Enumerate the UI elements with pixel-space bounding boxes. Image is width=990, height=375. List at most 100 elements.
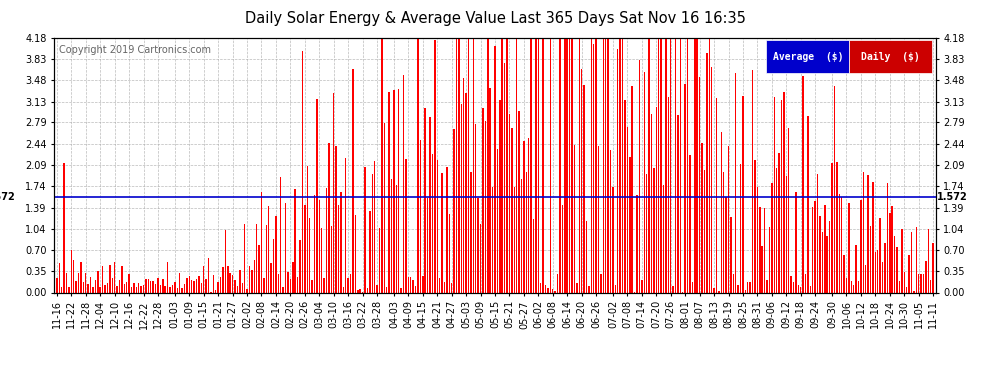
Bar [417, 38, 419, 292]
Bar [268, 206, 269, 292]
Bar [837, 162, 838, 292]
Bar [526, 172, 527, 292]
Bar [591, 38, 592, 292]
Bar [832, 163, 833, 292]
Bar [608, 38, 609, 292]
Bar [343, 287, 345, 292]
Bar [667, 97, 669, 292]
Bar [740, 164, 742, 292]
Bar [256, 224, 257, 292]
Bar [215, 290, 217, 292]
Bar [629, 157, 631, 292]
Bar [699, 77, 700, 292]
Bar [625, 100, 626, 292]
Bar [839, 194, 840, 292]
Bar [159, 285, 161, 292]
Bar [672, 286, 674, 292]
Bar [114, 262, 116, 292]
Bar [697, 38, 698, 292]
Bar [909, 255, 910, 292]
Bar [184, 284, 185, 292]
Bar [677, 116, 679, 292]
Bar [928, 230, 929, 292]
Bar [728, 146, 730, 292]
Bar [396, 185, 397, 292]
Bar [829, 221, 831, 292]
Bar [771, 183, 772, 292]
Bar [487, 38, 488, 292]
Bar [768, 227, 770, 292]
Bar [850, 281, 852, 292]
Bar [911, 232, 912, 292]
Bar [97, 272, 98, 292]
Bar [511, 128, 513, 292]
Bar [179, 273, 180, 292]
Bar [154, 284, 156, 292]
Bar [68, 287, 69, 292]
Bar [617, 49, 619, 292]
Bar [749, 282, 750, 292]
Bar [906, 287, 908, 292]
Bar [102, 266, 103, 292]
Bar [716, 98, 717, 292]
Bar [812, 207, 814, 292]
Bar [430, 117, 431, 292]
Bar [879, 217, 881, 292]
Bar [543, 38, 544, 292]
Bar [319, 200, 320, 292]
Bar [95, 280, 96, 292]
Bar [531, 38, 532, 292]
Bar [521, 178, 522, 292]
Bar [742, 96, 743, 292]
Text: Copyright 2019 Cartronics.com: Copyright 2019 Cartronics.com [58, 45, 211, 55]
Bar [540, 283, 542, 292]
Bar [364, 167, 365, 292]
Bar [605, 38, 607, 292]
Bar [788, 128, 789, 292]
Bar [410, 277, 412, 292]
Bar [918, 274, 920, 292]
Bar [586, 221, 587, 292]
Bar [731, 217, 732, 292]
Bar [632, 86, 633, 292]
Bar [547, 288, 548, 292]
Bar [783, 92, 785, 292]
Bar [80, 262, 81, 292]
Bar [354, 215, 356, 292]
Bar [333, 93, 335, 292]
Bar [807, 116, 809, 292]
Bar [425, 108, 426, 292]
Bar [87, 284, 89, 292]
Bar [225, 230, 226, 292]
Bar [465, 93, 467, 292]
Bar [230, 273, 231, 292]
Bar [896, 247, 898, 292]
Bar [600, 274, 602, 292]
Bar [744, 290, 746, 292]
Bar [391, 180, 392, 292]
Bar [803, 76, 804, 292]
Bar [612, 187, 614, 292]
Bar [408, 278, 409, 292]
Bar [694, 38, 696, 292]
Bar [193, 280, 195, 292]
Bar [523, 141, 525, 292]
Bar [834, 86, 836, 292]
Bar [639, 60, 641, 292]
Bar [311, 280, 313, 292]
Bar [865, 265, 866, 292]
Bar [552, 290, 553, 292]
Bar [759, 207, 760, 292]
Bar [482, 108, 484, 292]
Bar [817, 174, 819, 292]
Bar [723, 172, 725, 292]
Bar [56, 278, 57, 292]
Bar [824, 205, 826, 292]
Bar [121, 266, 123, 292]
Bar [714, 288, 715, 292]
Bar [176, 288, 178, 292]
Bar [889, 213, 891, 292]
Bar [655, 106, 657, 292]
Bar [860, 200, 861, 292]
Bar [420, 140, 421, 292]
